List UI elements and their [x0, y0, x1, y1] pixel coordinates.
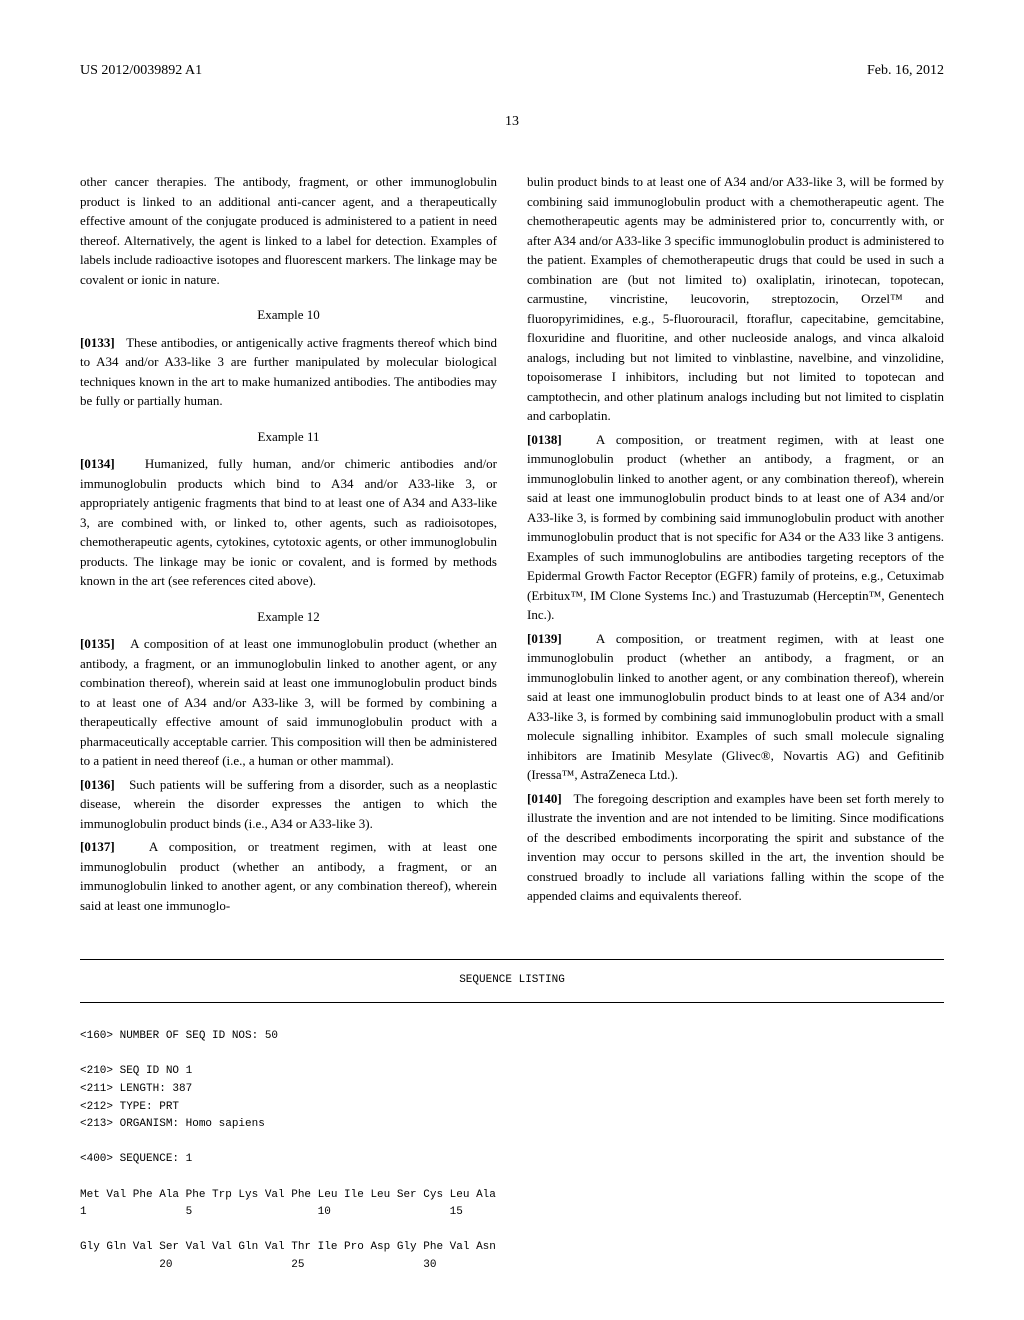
para-text-0136: Such patients will be suffering from a d…	[80, 777, 497, 831]
para-num-0138: [0138]	[527, 432, 562, 447]
sequence-title: SEQUENCE LISTING	[80, 968, 944, 994]
para-num-0140: [0140]	[527, 791, 562, 806]
right-column: bulin product binds to at least one of A…	[527, 172, 944, 919]
content-columns: other cancer therapies. The antibody, fr…	[80, 172, 944, 919]
para-num-0134: [0134]	[80, 456, 115, 471]
seq-divider-top	[80, 959, 944, 960]
seq-row-2: Gly Gln Val Ser Val Val Gln Val Thr Ile …	[80, 1241, 496, 1253]
intro-paragraph: other cancer therapies. The antibody, fr…	[80, 172, 497, 289]
paragraph-0138: [0138] A composition, or treatment regim…	[527, 430, 944, 625]
example-11-heading: Example 11	[80, 427, 497, 447]
para-num-0136: [0136]	[80, 777, 115, 792]
para-num-0137: [0137]	[80, 839, 115, 854]
seq-row-1-nums: 1 5 10 15	[80, 1206, 463, 1218]
page-header: US 2012/0039892 A1 Feb. 16, 2012	[80, 60, 944, 81]
seq-line-213: <213> ORGANISM: Homo sapiens	[80, 1118, 265, 1130]
seq-line-160: <160> NUMBER OF SEQ ID NOS: 50	[80, 1030, 278, 1042]
para-num-0133: [0133]	[80, 335, 115, 350]
paragraph-0135: [0135] A composition of at least one imm…	[80, 634, 497, 771]
para-text-0135: A composition of at least one immunoglob…	[80, 636, 497, 768]
sequence-listing: SEQUENCE LISTING <160> NUMBER OF SEQ ID …	[80, 959, 944, 1275]
seq-divider-bottom	[80, 1002, 944, 1003]
para-text-0134: Humanized, fully human, and/or chimeric …	[80, 456, 497, 588]
sequence-content: <160> NUMBER OF SEQ ID NOS: 50 <210> SEQ…	[80, 1011, 944, 1275]
seq-line-210: <210> SEQ ID NO 1	[80, 1065, 192, 1077]
para-text-0138: A composition, or treatment regimen, wit…	[527, 432, 944, 623]
paragraph-0137: [0137] A composition, or treatment regim…	[80, 837, 497, 915]
seq-line-400: <400> SEQUENCE: 1	[80, 1153, 192, 1165]
paragraph-0136: [0136] Such patients will be suffering f…	[80, 775, 497, 834]
paragraph-0140: [0140] The foregoing description and exa…	[527, 789, 944, 906]
para-text-0137: A composition, or treatment regimen, wit…	[80, 839, 497, 913]
paragraph-0134: [0134] Humanized, fully human, and/or ch…	[80, 454, 497, 591]
para-num-0135: [0135]	[80, 636, 115, 651]
seq-line-212: <212> TYPE: PRT	[80, 1101, 179, 1113]
publication-date: Feb. 16, 2012	[867, 60, 944, 81]
patent-page: US 2012/0039892 A1 Feb. 16, 2012 13 othe…	[0, 0, 1024, 1315]
seq-line-211: <211> LENGTH: 387	[80, 1083, 192, 1095]
para-text-0139: A composition, or treatment regimen, wit…	[527, 631, 944, 783]
para-text-0140: The foregoing description and examples h…	[527, 791, 944, 904]
publication-number: US 2012/0039892 A1	[80, 60, 202, 81]
left-column: other cancer therapies. The antibody, fr…	[80, 172, 497, 919]
example-12-heading: Example 12	[80, 607, 497, 627]
example-10-heading: Example 10	[80, 305, 497, 325]
para-text-0133: These antibodies, or antigenically activ…	[80, 335, 497, 409]
seq-row-1: Met Val Phe Ala Phe Trp Lys Val Phe Leu …	[80, 1189, 496, 1201]
paragraph-0137-cont: bulin product binds to at least one of A…	[527, 172, 944, 426]
seq-row-2-nums: 20 25 30	[80, 1259, 436, 1271]
paragraph-0133: [0133] These antibodies, or antigenicall…	[80, 333, 497, 411]
para-num-0139: [0139]	[527, 631, 562, 646]
paragraph-0139: [0139] A composition, or treatment regim…	[527, 629, 944, 785]
page-number: 13	[80, 111, 944, 132]
